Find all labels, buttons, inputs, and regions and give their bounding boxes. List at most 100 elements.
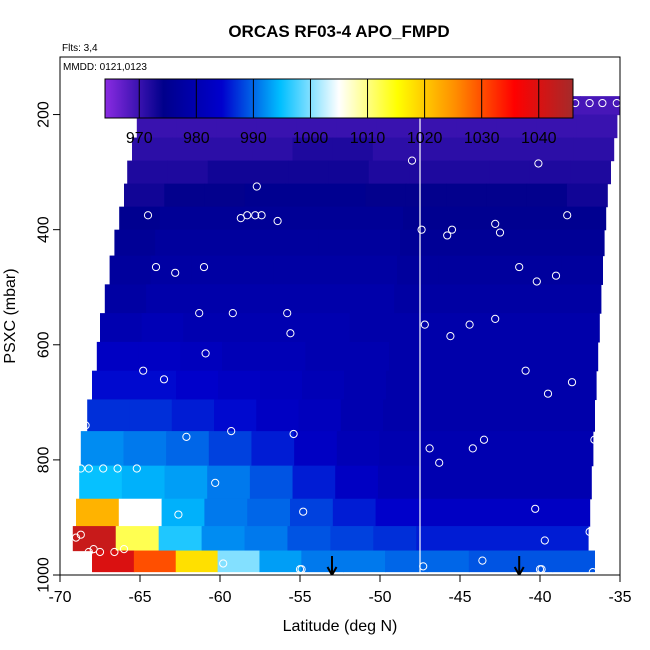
sample-point [495,228,505,237]
colorbar-tick-label: 990 [240,130,267,147]
heatmap-cell [180,341,223,372]
heatmap-cell [132,137,173,162]
heatmap-cell [164,183,206,208]
sample-point [76,530,85,539]
arrow-head [513,566,525,575]
heatmap-cell [352,284,395,314]
heatmap-cell [332,498,377,527]
heatmap-cell [470,370,513,401]
heatmap-cell [559,284,602,314]
heatmap-cell [100,313,143,343]
heatmap-cell [545,526,589,552]
heatmap-cell [481,229,523,257]
sample-point [201,349,210,358]
sample-point [283,309,292,318]
sample-point [531,504,540,513]
heatmap-cell [80,431,125,467]
heatmap-cell [104,284,147,314]
heatmap-cell [536,114,578,139]
sample-point [435,458,444,467]
heatmap-cell [308,313,351,343]
heatmap-cell [373,526,417,552]
heatmap-cell [292,137,334,162]
sample-point [465,320,474,329]
heatmap-cell [372,137,414,162]
y-tick-label: 1000 [36,557,53,593]
heatmap-cell [576,114,618,139]
heatmap-cell [196,229,238,257]
heatmap-cell [509,399,553,432]
heatmap-cell [507,431,551,467]
sample-point [567,378,577,387]
heatmap-cell [256,114,298,139]
heatmap-cell [330,526,374,552]
sample-point [67,464,76,473]
sample-point [132,464,141,473]
heatmap-cell [247,498,291,527]
heatmap-cell [412,137,454,162]
heatmap-cell [252,137,294,162]
heatmap-cell [214,399,257,432]
heatmap-cell [552,399,595,432]
heatmap-cell [548,465,592,500]
heatmap-cell [251,431,295,467]
y-tick-label: 600 [36,331,53,358]
heatmap-cell [524,206,566,231]
heatmap-cell [520,255,562,285]
heatmap-cell [356,255,398,285]
heatmap-cell [464,431,509,467]
heatmap-cell [516,313,559,343]
heatmap-cell [565,206,607,231]
heatmap-cell [344,370,387,401]
heatmap-cell [228,284,271,314]
heatmap-cell [359,229,401,257]
sample-point [537,565,546,574]
x-tick-label: -35 [608,589,631,606]
sample-point [425,444,434,453]
heatmap-cell [288,160,330,185]
heatmap-cell [377,465,422,500]
heatmap-cell [273,255,316,285]
heatmap-layers [72,96,620,573]
plot-area [67,93,620,575]
sample-point [420,320,429,329]
heatmap-cell [368,160,410,185]
heatmap-cell [335,465,379,500]
heatmap-cell [489,160,531,185]
heatmap-cell [176,114,218,139]
heatmap-cell [294,431,338,467]
sample-point [228,309,237,318]
dates-annotation: MMDD: 0121,0123 [63,62,147,73]
sample-point [419,562,428,571]
heatmap-cell [207,160,249,185]
heatmap-cell [435,284,478,314]
x-tick-label: -60 [208,589,231,606]
heatmap-cell [566,183,608,208]
heatmap-cell [201,526,246,552]
heatmap-cell [486,183,528,208]
sample-point [251,211,260,220]
heatmap-cell [336,114,378,139]
heatmap-cell [430,341,473,372]
heatmap-cell [121,465,166,500]
heatmap-cell [365,183,407,208]
heatmap-cell [314,255,357,285]
heatmap-cell [87,399,131,432]
arrow-head [326,566,338,575]
heatmap-cell [383,399,426,432]
heatmap-cell [146,284,189,314]
colorbar-gradient [104,78,574,119]
heatmap-cell [301,550,344,573]
heatmap-cell [171,399,215,432]
heatmap-cell [505,465,550,500]
sample-point [479,435,489,444]
heatmap-cell [287,526,331,552]
y-axis-label: PSXC (mbar) [2,268,19,363]
sample-point [139,366,148,375]
heatmap-cell [127,160,169,185]
sample-point [199,262,209,272]
heatmap-cell [425,399,469,432]
heatmap-cell [472,341,515,372]
x-tick-label: -65 [128,589,151,606]
colorbar-tick-label: 1020 [407,130,443,147]
